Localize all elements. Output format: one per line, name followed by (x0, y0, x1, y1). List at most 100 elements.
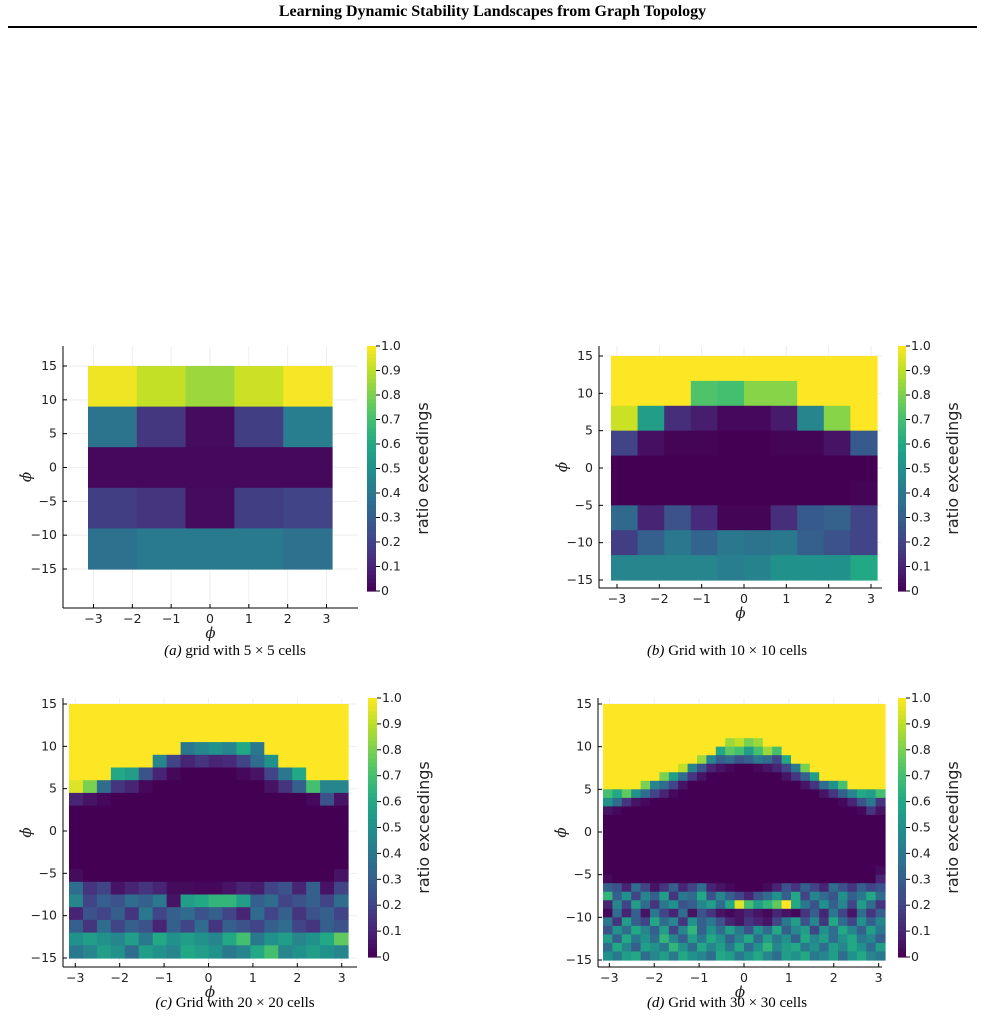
heatmap-cell (706, 772, 717, 782)
colorbar-segment (368, 948, 377, 954)
heatmap-cell (828, 951, 839, 961)
heatmap-cell (82, 704, 98, 718)
heatmap-cell (640, 755, 651, 765)
heatmap-cell (659, 797, 670, 807)
heatmap-cell (770, 530, 798, 556)
heatmap-cell (744, 866, 754, 876)
colorbar-segment (898, 464, 906, 470)
heatmap-cell (678, 942, 689, 953)
heatmap-cell (866, 729, 877, 739)
heatmap-cell (762, 738, 773, 748)
heatmap-cell (306, 831, 321, 845)
heatmap-cell (236, 907, 251, 921)
heatmap-cell (715, 738, 726, 748)
heatmap-cell (631, 704, 642, 714)
heatmap-cell (236, 894, 251, 908)
heatmap-cell (603, 866, 613, 876)
heatmap-cell (866, 832, 877, 842)
y-tick-label: 15 (41, 358, 57, 373)
heatmap-cell (152, 716, 168, 730)
heatmap-cell (222, 856, 237, 870)
colorbar-segment (368, 883, 377, 889)
colorbar-segment (367, 586, 376, 592)
heatmap-cell (744, 455, 772, 482)
heatmap-cell (800, 806, 811, 816)
heatmap-cell (770, 380, 798, 407)
heatmap-cell (650, 806, 660, 816)
heatmap-cell (744, 832, 754, 842)
heatmap-cell (753, 908, 764, 918)
heatmap-cell (208, 704, 224, 718)
heatmap-cell (166, 843, 182, 857)
colorbar-segment (898, 358, 906, 363)
heatmap-cell (124, 792, 140, 807)
heatmap-cell (838, 712, 848, 722)
heatmap-cell (631, 823, 642, 833)
heatmap-cell (631, 797, 642, 807)
heatmap-cell (166, 932, 182, 946)
heatmap-cell (659, 849, 670, 859)
heatmap-cell (250, 792, 265, 807)
colorbar-segment (367, 521, 376, 527)
heatmap-cell (847, 832, 858, 842)
heatmap-cell (697, 883, 707, 893)
heatmap-cell (690, 555, 718, 581)
colorbar-segment (368, 896, 377, 902)
heatmap-cell (194, 729, 210, 743)
heatmap-cell (264, 716, 279, 730)
heatmap-cell (88, 366, 138, 408)
heatmap-cell (706, 917, 717, 927)
heatmap-cell (603, 934, 613, 944)
colorbar-segment (898, 431, 906, 437)
colorbar-label: ratio exceedings (943, 402, 962, 534)
heatmap-cell (659, 738, 670, 748)
heatmap-cell (640, 934, 651, 944)
heatmap-cell (234, 447, 284, 489)
heatmap-cell (631, 721, 642, 731)
heatmap-cell (866, 925, 877, 935)
heatmap-cell (715, 721, 726, 731)
heatmap-cell (753, 746, 764, 756)
heatmap-cell (797, 455, 825, 482)
heatmap-cell (828, 797, 839, 807)
heatmap-cell (208, 805, 224, 819)
heatmap-cell (611, 455, 639, 482)
heatmap-cell (828, 729, 839, 739)
heatmap-cell (664, 555, 692, 581)
heatmap-cell (250, 869, 265, 883)
heatmap-cell (850, 405, 878, 432)
heatmap-cell (875, 832, 886, 842)
heatmap-cell (650, 934, 660, 944)
x-tick-label: 3 (338, 970, 346, 985)
heatmap-cell (772, 772, 783, 782)
colorbar-segment (898, 944, 906, 949)
heatmap-cell (612, 883, 623, 893)
heatmap-cell (819, 712, 830, 722)
y-tick-label: 5 (584, 781, 592, 796)
heatmap-cell (762, 704, 773, 714)
heatmap-cell (866, 746, 877, 756)
heatmap-cell (781, 780, 792, 790)
heatmap-cell (278, 932, 293, 946)
heatmap-cell (250, 907, 265, 921)
heatmap-cell (650, 797, 660, 807)
heatmap-cell (292, 881, 307, 896)
heatmap-cell (725, 780, 736, 790)
heatmap-cell (611, 530, 639, 556)
colorbar-segment (367, 562, 376, 568)
heatmap-cell (791, 951, 801, 961)
heatmap-cell (659, 934, 670, 944)
x-tick-label: −1 (692, 591, 710, 606)
heatmap-cell (612, 832, 623, 842)
heatmap-cell (110, 932, 126, 946)
heatmap-cell (236, 856, 251, 870)
heatmap-cell (180, 831, 196, 845)
colorbar-label: ratio exceedings (413, 402, 432, 534)
heatmap-cell (687, 891, 698, 901)
heatmap-cell (800, 840, 811, 850)
heatmap-cell (828, 925, 839, 935)
colorbar-segment (898, 952, 906, 958)
figure-panel-b: −3 −2 −1 0 1 2 3 −15 −10 −5 0 5 10 15 ϕ ϕ̇ 0 0.1 0.2 0.3 0.4… (492, 330, 985, 630)
heatmap-cell (800, 746, 811, 756)
heatmap-cell (650, 729, 660, 739)
